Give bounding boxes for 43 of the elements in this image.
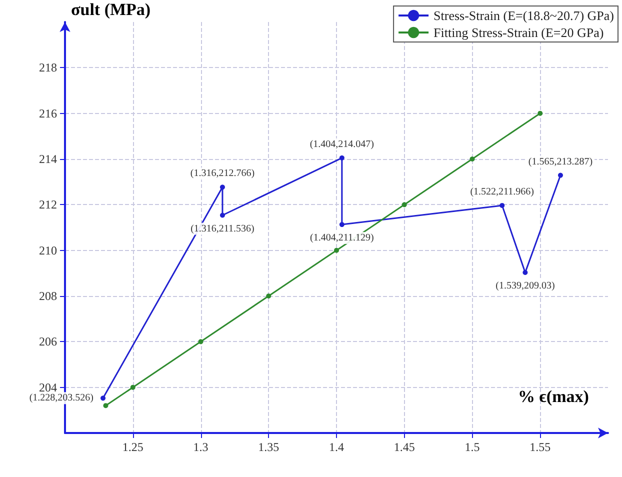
y-tick-label: 212 — [39, 198, 57, 212]
x-tick-label: 1.55 — [530, 440, 551, 454]
point — [334, 248, 339, 253]
y-tick-label: 218 — [39, 60, 57, 75]
y-tick-label: 204 — [39, 380, 57, 394]
point — [220, 184, 225, 190]
point — [470, 156, 475, 162]
data-label: (1.404,214.047) — [310, 138, 374, 150]
x-axis-title: % ϵ(max) — [518, 387, 589, 406]
point — [339, 222, 344, 228]
x-tick-label: 1.5 — [464, 440, 480, 454]
y-tick-label: 216 — [39, 106, 57, 120]
y-tick-label: 206 — [39, 334, 57, 349]
point — [266, 294, 272, 298]
legend-label: Stress-Strain (E=(18.8~20.7) GPa) — [434, 8, 614, 23]
point — [558, 172, 563, 178]
point — [339, 155, 344, 160]
point — [100, 396, 106, 401]
data-label: (1.316,211.536) — [190, 223, 254, 234]
y-tick-label: 208 — [39, 289, 57, 303]
x-tick-label: 1.45 — [394, 440, 415, 454]
x-tick-label: 1.4 — [329, 440, 344, 454]
point — [402, 202, 407, 208]
point — [103, 403, 108, 408]
data-label: (1.522,211.966) — [470, 186, 534, 198]
point — [522, 270, 528, 275]
point — [220, 212, 225, 218]
x-tick-label: 1.3 — [193, 440, 208, 454]
y-tick-label: 214 — [39, 152, 57, 166]
y-tick-label: 210 — [39, 243, 57, 258]
point — [198, 339, 204, 344]
x-tick-label: 1.25 — [122, 440, 144, 454]
legend-label: Fitting Stress-Strain (E=20 GPa) — [434, 25, 604, 40]
data-label: (1.565,213.287) — [528, 156, 593, 168]
y-axis-title: σult (MPa) — [71, 0, 151, 19]
x-tick-label: 1.35 — [258, 440, 280, 454]
point — [500, 202, 505, 208]
data-label: (1.404,211.129) — [310, 232, 374, 244]
data-label: (1.228,203.526) — [29, 392, 94, 404]
data-label: (1.539,209.03) — [496, 280, 555, 292]
point — [130, 384, 136, 390]
data-label: (1.316,212.766) — [190, 168, 255, 180]
point — [538, 110, 543, 116]
